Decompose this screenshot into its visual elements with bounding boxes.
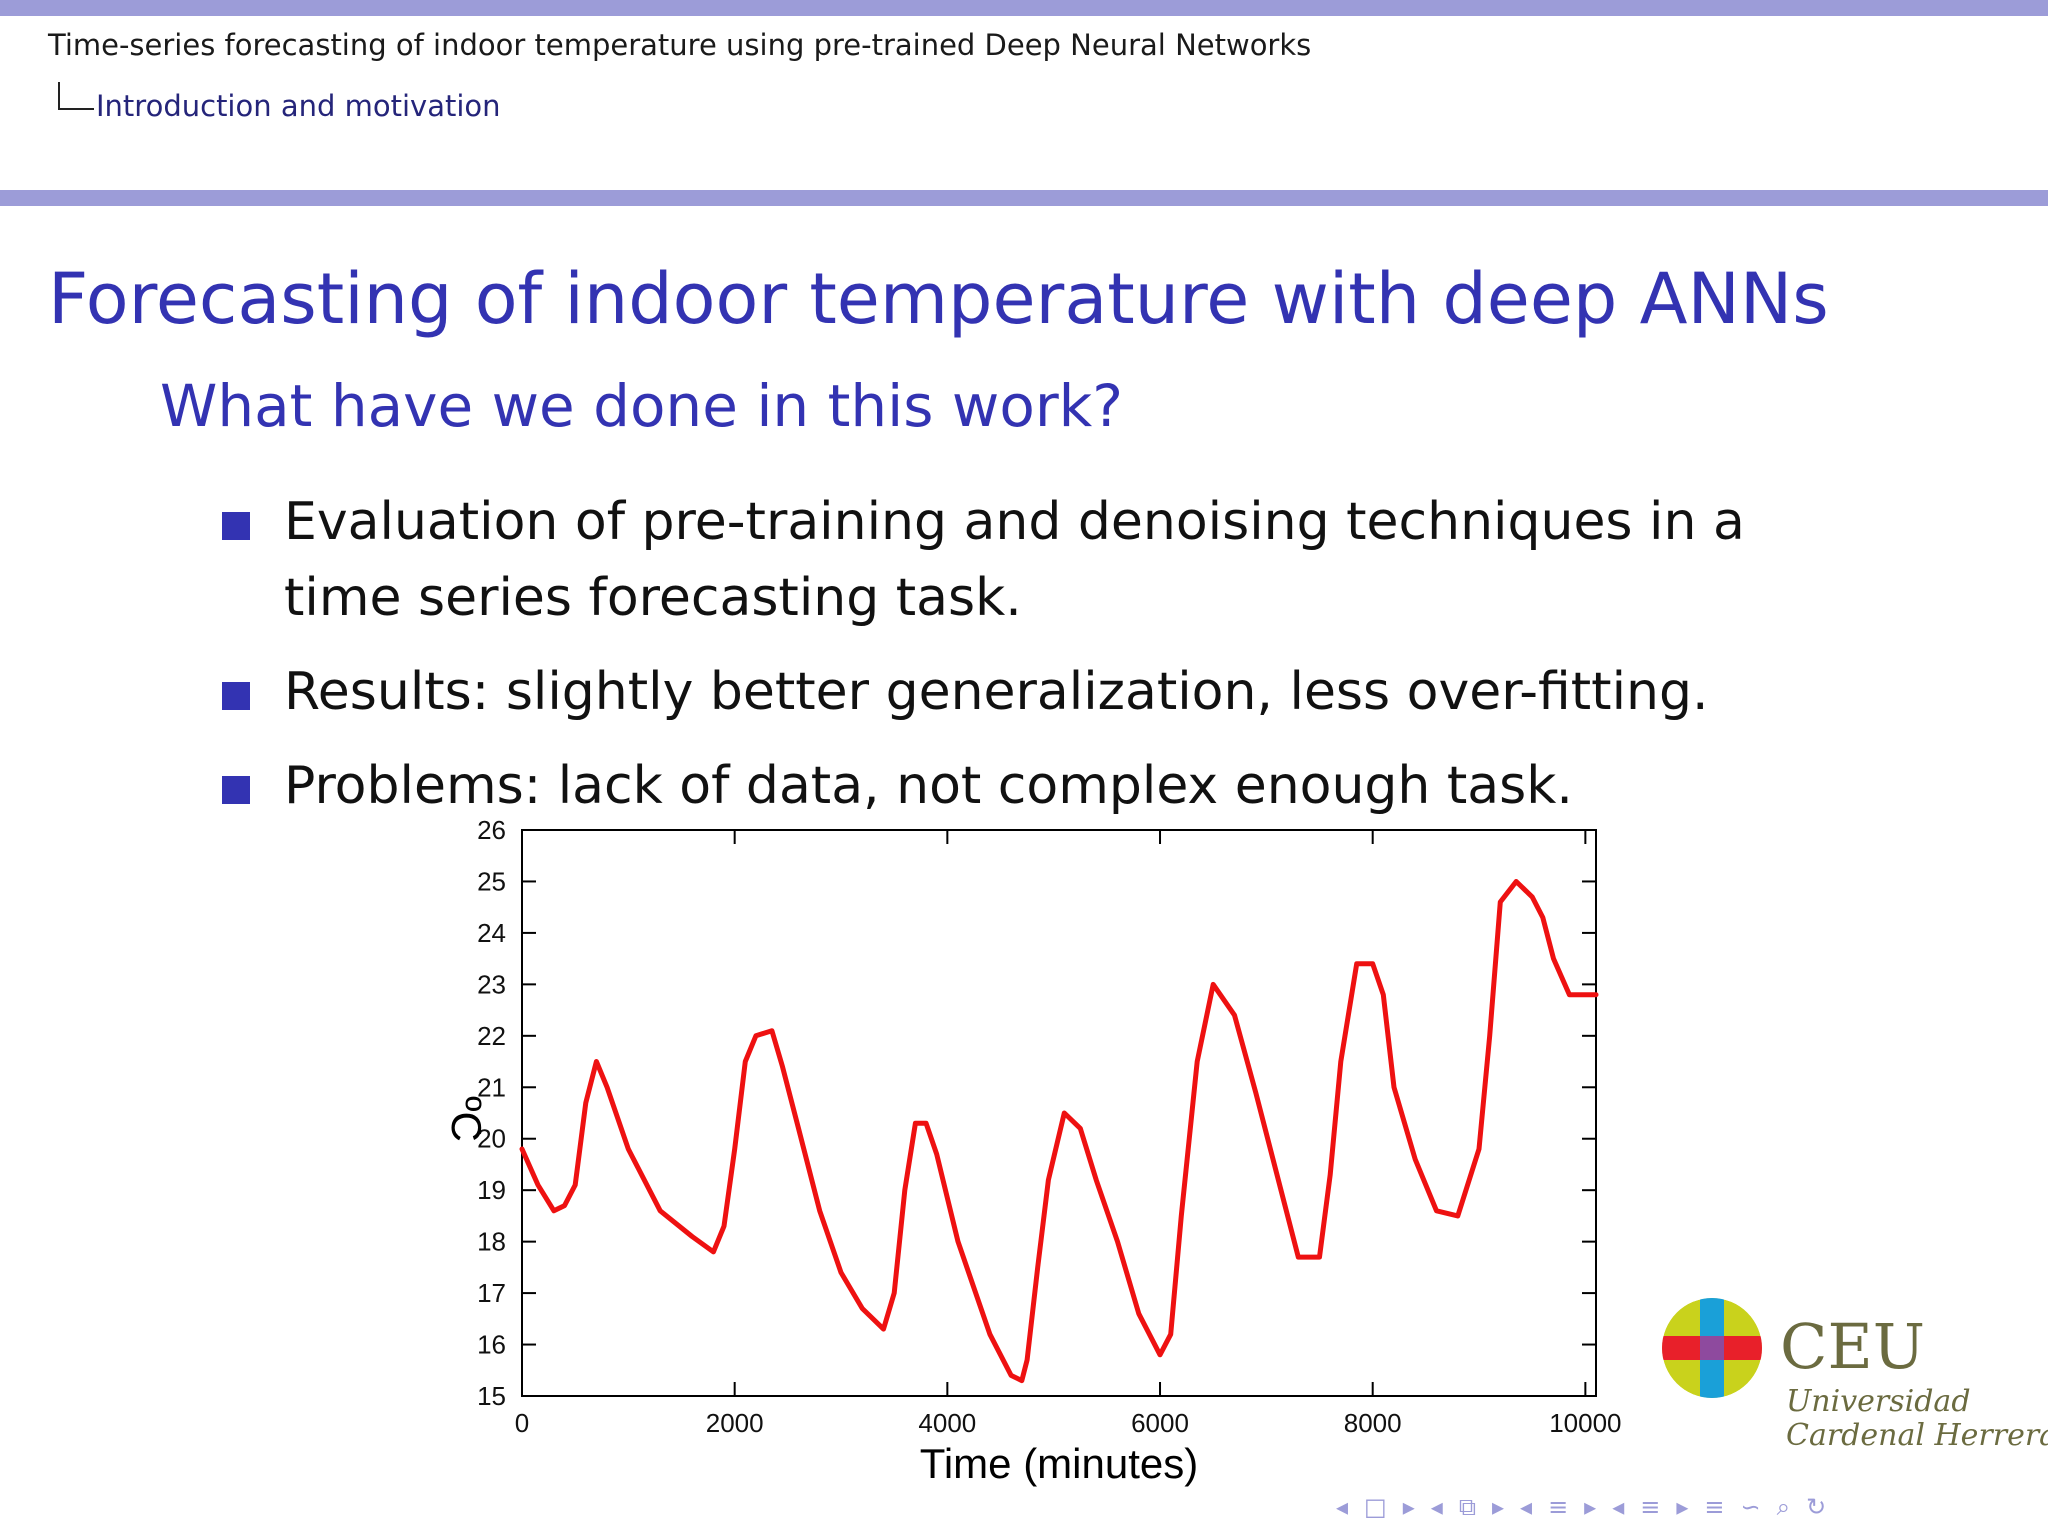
nav-search-icon[interactable]: ⌕	[1776, 1493, 1791, 1521]
x-tick-label: 8000	[1344, 1408, 1402, 1438]
plot-frame	[521, 829, 1597, 1397]
bullet-text: Problems: lack of data, not complex enou…	[284, 756, 1573, 816]
bullet-item: Results: slightly better generalization,…	[222, 654, 1822, 730]
ceu-logo-emblem	[1662, 1298, 1762, 1398]
x-tick-label: 0	[515, 1408, 529, 1438]
y-tick-label: 17	[477, 1278, 506, 1308]
y-tick-label: 22	[477, 1021, 506, 1051]
bullet-list: Evaluation of pre-training and denoising…	[222, 484, 1822, 842]
nav-next-subsection-icon[interactable]: ▸	[1584, 1493, 1597, 1521]
y-tick-label: 20	[477, 1124, 506, 1154]
logo-ceu-text: CEU	[1780, 1310, 1925, 1383]
bullet-square-icon	[222, 682, 250, 710]
nav-next-slide-icon[interactable]: ▸	[1402, 1493, 1415, 1521]
nav-slide-icon[interactable]: □	[1364, 1493, 1387, 1521]
y-axis-label: ºC	[443, 1096, 490, 1142]
nav-section-icon[interactable]: ≡	[1640, 1493, 1661, 1521]
logo-university-line-2: Cardenal Herrera	[1786, 1418, 2048, 1453]
y-tick-label: 26	[477, 815, 506, 845]
y-tick-label: 18	[477, 1227, 506, 1257]
nav-prev-subsection-icon[interactable]: ◂	[1520, 1493, 1533, 1521]
y-tick-label: 15	[477, 1381, 506, 1411]
header-band-bottom	[0, 190, 2048, 206]
y-tick-label: 16	[477, 1330, 506, 1360]
x-axis-label: Time (minutes)	[920, 1440, 1198, 1487]
section-label: Introduction and motivation	[96, 89, 501, 123]
bullet-text: Results: slightly better generalization,…	[284, 662, 1709, 722]
bullet-text: Evaluation of pre-training and denoising…	[284, 492, 1745, 628]
x-tick-label: 6000	[1131, 1408, 1189, 1438]
bullet-item: Evaluation of pre-training and denoising…	[222, 484, 1822, 636]
series-line-temperature	[519, 879, 1599, 1384]
bullet-item: Problems: lack of data, not complex enou…	[222, 748, 1822, 824]
x-tick-label: 10000	[1549, 1408, 1621, 1438]
y-tick-label: 25	[477, 866, 506, 896]
logo-university-line-1: Universidad	[1786, 1384, 1971, 1419]
y-tick-label: 21	[477, 1072, 506, 1102]
x-axis: 0 2000 4000 6000 8000 10000	[515, 830, 1622, 1438]
y-axis: 15 16 17 18 19 20 21 22 23 24 25 26	[477, 815, 1596, 1411]
section-breadcrumb[interactable]: Introduction and motivation	[58, 82, 501, 123]
nav-next-frame-icon[interactable]: ▸	[1491, 1493, 1505, 1521]
nav-toc-icon[interactable]: ≡	[1704, 1493, 1725, 1521]
nav-prev-section-icon[interactable]: ◂	[1612, 1493, 1625, 1521]
nav-subsection-icon[interactable]: ≡	[1548, 1493, 1569, 1521]
bullet-square-icon	[222, 512, 250, 540]
presentation-title: Time-series forecasting of indoor temper…	[48, 28, 1312, 62]
nav-next-section-icon[interactable]: ▸	[1676, 1493, 1689, 1521]
nav-frame-icon[interactable]: ⧉	[1458, 1493, 1476, 1521]
x-tick-label: 2000	[706, 1408, 764, 1438]
frame-subtitle: What have we done in this work?	[160, 372, 1124, 440]
y-tick-label: 23	[477, 969, 506, 999]
bullet-square-icon	[222, 776, 250, 804]
x-tick-label: 4000	[918, 1408, 976, 1438]
beamer-navigation-bar: ◂ □ ▸ ◂ ⧉ ▸ ◂ ≡ ▸ ◂ ≡ ▸ ≡ ∽ ⌕ ↻	[1336, 1492, 1826, 1522]
frame-title: Forecasting of indoor temperature with d…	[48, 258, 1829, 340]
tree-branch-icon	[58, 82, 94, 110]
nav-back-icon[interactable]: ∽	[1740, 1493, 1761, 1521]
header-band-top	[0, 0, 2048, 16]
nav-prev-slide-icon[interactable]: ◂	[1336, 1493, 1349, 1521]
nav-prev-frame-icon[interactable]: ◂	[1430, 1493, 1443, 1521]
y-tick-label: 19	[477, 1175, 506, 1205]
y-tick-label: 24	[477, 918, 506, 948]
nav-refresh-icon[interactable]: ↻	[1806, 1493, 1827, 1521]
